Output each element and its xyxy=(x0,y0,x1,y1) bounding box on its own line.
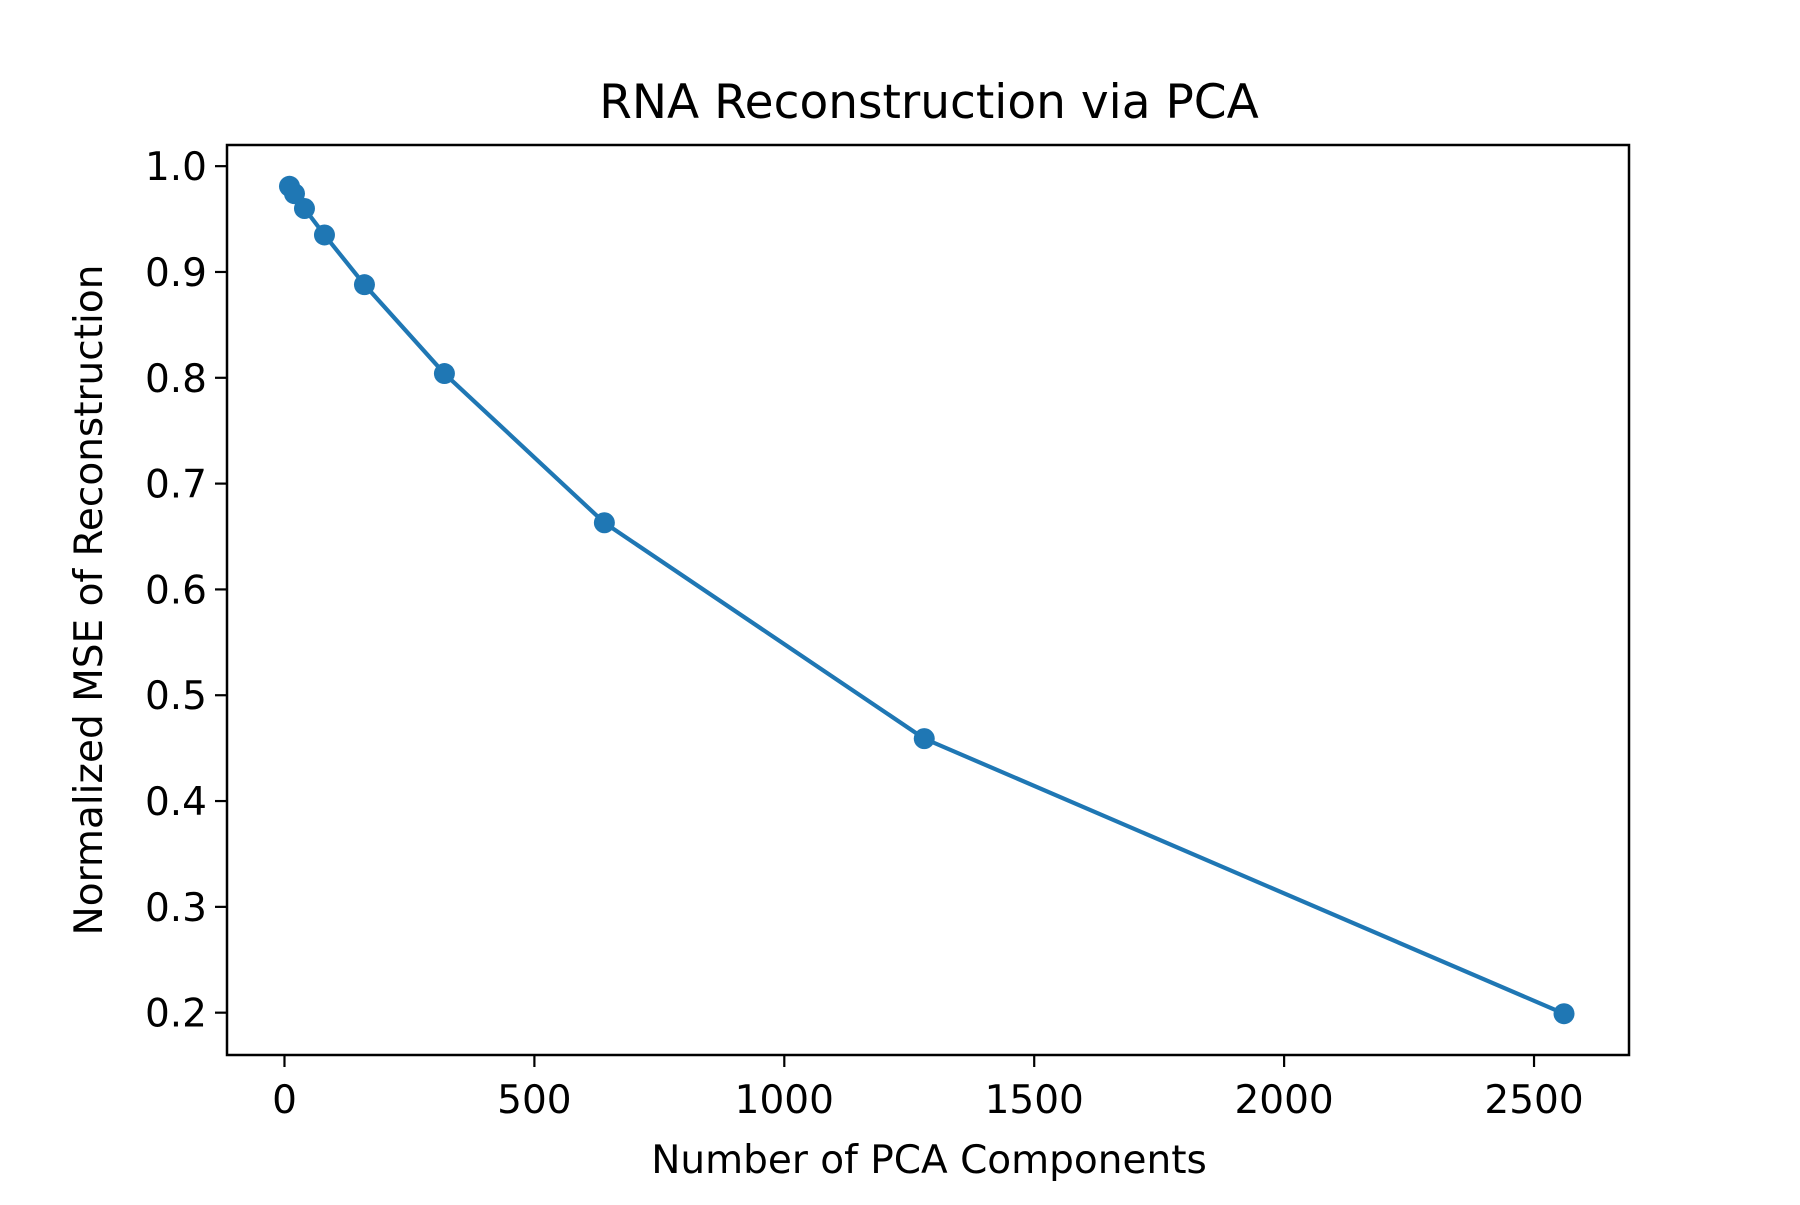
y-tick-label: 0.9 xyxy=(145,251,207,296)
data-point xyxy=(313,224,335,246)
x-tick-label: 1000 xyxy=(735,1078,834,1123)
plot-area xyxy=(278,175,1575,1025)
y-tick-label: 0.2 xyxy=(145,992,207,1037)
x-tick-label: 0 xyxy=(272,1078,297,1123)
x-axis-ticks: 0 500 1000 1500 2000 2500 xyxy=(272,1055,1584,1123)
y-axis-ticks: 0.2 0.3 0.4 0.5 0.6 0.7 0.8 0.9 1.0 xyxy=(145,145,227,1037)
data-point xyxy=(433,363,455,385)
data-point xyxy=(293,197,315,219)
data-point xyxy=(1553,1003,1575,1025)
data-point xyxy=(913,728,935,750)
y-tick-label: 0.4 xyxy=(145,780,207,825)
y-tick-label: 0.6 xyxy=(145,568,207,613)
x-tick-label: 500 xyxy=(497,1078,571,1123)
y-tick-label: 0.3 xyxy=(145,886,207,931)
data-point xyxy=(283,183,305,205)
plot-frame xyxy=(225,143,1631,1057)
x-tick-label: 2000 xyxy=(1234,1078,1333,1123)
data-point xyxy=(593,512,615,534)
y-tick-label: 0.7 xyxy=(145,463,207,508)
x-tick-label: 1500 xyxy=(985,1078,1084,1123)
y-axis-label: Normalized MSE of Reconstruction xyxy=(67,265,112,936)
x-axis-label: Number of PCA Components xyxy=(651,1138,1207,1183)
data-point xyxy=(353,274,375,296)
y-tick-label: 1.0 xyxy=(145,145,207,190)
chart-title: RNA Reconstruction via PCA xyxy=(599,75,1259,130)
x-tick-label: 2500 xyxy=(1484,1078,1583,1123)
y-tick-label: 0.8 xyxy=(145,357,207,402)
y-tick-label: 0.5 xyxy=(145,674,207,719)
